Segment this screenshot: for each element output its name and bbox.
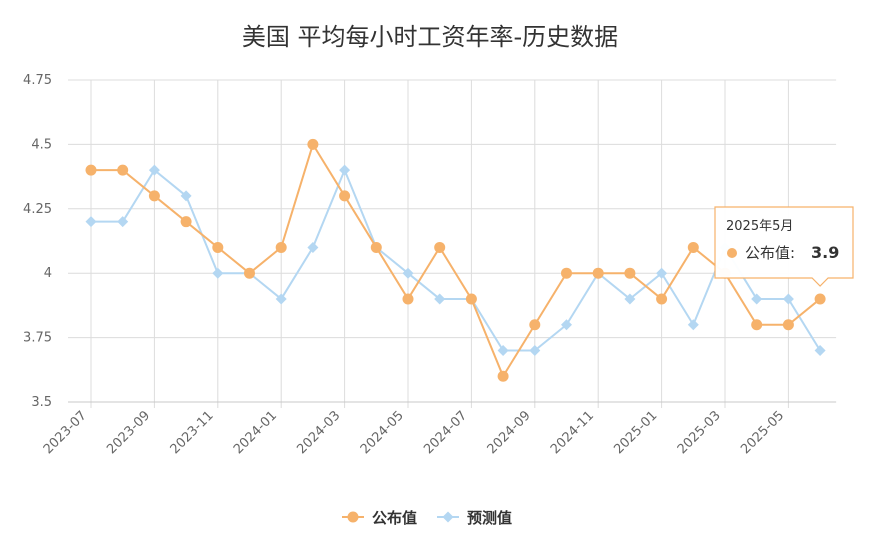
- tooltip-date: 2025年5月: [726, 219, 793, 234]
- data-point[interactable]: [307, 138, 319, 150]
- data-point[interactable]: [402, 267, 414, 279]
- data-point[interactable]: [656, 267, 668, 279]
- data-point[interactable]: [687, 241, 699, 253]
- x-tick-label: 2025-01: [611, 408, 660, 457]
- data-point[interactable]: [656, 293, 668, 305]
- data-point[interactable]: [370, 241, 382, 253]
- data-point[interactable]: [180, 216, 192, 228]
- data-point[interactable]: [212, 267, 224, 279]
- x-tick-label: 2024-11: [548, 408, 597, 457]
- y-tick-label: 4.5: [31, 137, 52, 152]
- data-point[interactable]: [529, 319, 541, 331]
- x-tick-label: 2023-07: [41, 408, 90, 457]
- data-point[interactable]: [497, 344, 509, 356]
- x-tick-label: 2025-05: [738, 408, 787, 457]
- x-tick-label: 2024-07: [421, 408, 470, 457]
- tooltip-marker: [727, 248, 737, 258]
- data-point[interactable]: [592, 267, 604, 279]
- data-point[interactable]: [561, 267, 572, 279]
- data-point[interactable]: [275, 241, 287, 253]
- data-point[interactable]: [117, 216, 129, 228]
- y-axis-ticks: 3.5 3.75 4 4.25 4.5 4.75: [23, 73, 52, 410]
- data-point[interactable]: [782, 319, 794, 331]
- data-point[interactable]: [624, 293, 636, 305]
- y-tick-label: 4.75: [23, 73, 52, 88]
- legend[interactable]: 公布值 预测值: [342, 509, 512, 527]
- data-point[interactable]: [117, 164, 129, 176]
- data-point[interactable]: [275, 293, 287, 305]
- data-point[interactable]: [624, 267, 636, 279]
- data-point[interactable]: [339, 164, 351, 176]
- data-point[interactable]: [307, 241, 319, 253]
- legend-item-forecast[interactable]: 预测值: [437, 509, 512, 527]
- x-tick-label: 2024-09: [485, 408, 534, 457]
- tooltip-value: 3.9: [811, 243, 839, 262]
- data-point[interactable]: [782, 293, 794, 305]
- data-point[interactable]: [751, 293, 763, 305]
- tooltip-box: [714, 206, 854, 287]
- data-point[interactable]: [497, 370, 509, 382]
- x-tick-label: 2025-03: [675, 408, 724, 457]
- data-point[interactable]: [814, 293, 826, 305]
- legend-label: 公布值: [372, 509, 417, 527]
- y-tick-label: 3.75: [23, 331, 52, 346]
- data-point[interactable]: [402, 293, 414, 305]
- x-tick-label: 2024-05: [358, 408, 407, 457]
- x-axis-ticks: 2023-07 2023-09 2023-11 2024-01 2024-03 2024-…: [41, 408, 787, 457]
- series-line: [91, 167, 821, 352]
- x-tick-label: 2023-09: [104, 408, 153, 457]
- y-tick-label: 4: [44, 266, 52, 281]
- data-point[interactable]: [148, 164, 160, 176]
- data-point[interactable]: [212, 241, 224, 253]
- legend-label: 预测值: [467, 509, 512, 527]
- data-point[interactable]: [529, 344, 541, 356]
- x-tick-label: 2023-11: [168, 408, 217, 457]
- data-point[interactable]: [814, 344, 826, 356]
- data-point[interactable]: [434, 293, 446, 305]
- data-point[interactable]: [339, 190, 351, 202]
- data-point[interactable]: [434, 241, 446, 253]
- data-point[interactable]: [751, 319, 763, 331]
- data-point[interactable]: [85, 164, 97, 176]
- data-point[interactable]: [465, 293, 477, 305]
- data-point[interactable]: [687, 319, 699, 331]
- data-point[interactable]: [244, 267, 255, 279]
- series-line: [91, 141, 821, 379]
- y-tick-label: 3.5: [31, 395, 52, 410]
- y-tick-label: 4.25: [23, 202, 52, 217]
- data-point[interactable]: [180, 190, 192, 202]
- legend-marker: [347, 511, 359, 523]
- legend-item-published[interactable]: 公布值: [342, 509, 417, 527]
- data-point[interactable]: [561, 319, 572, 331]
- legend-marker: [442, 511, 454, 523]
- chart-title: 美国 平均每小时工资年率-历史数据: [242, 23, 618, 51]
- tooltip-label: 公布值:: [745, 244, 795, 262]
- x-tick-label: 2024-03: [294, 408, 343, 457]
- data-point[interactable]: [148, 190, 160, 202]
- data-point[interactable]: [85, 216, 97, 228]
- x-tick-label: 2024-01: [231, 408, 280, 457]
